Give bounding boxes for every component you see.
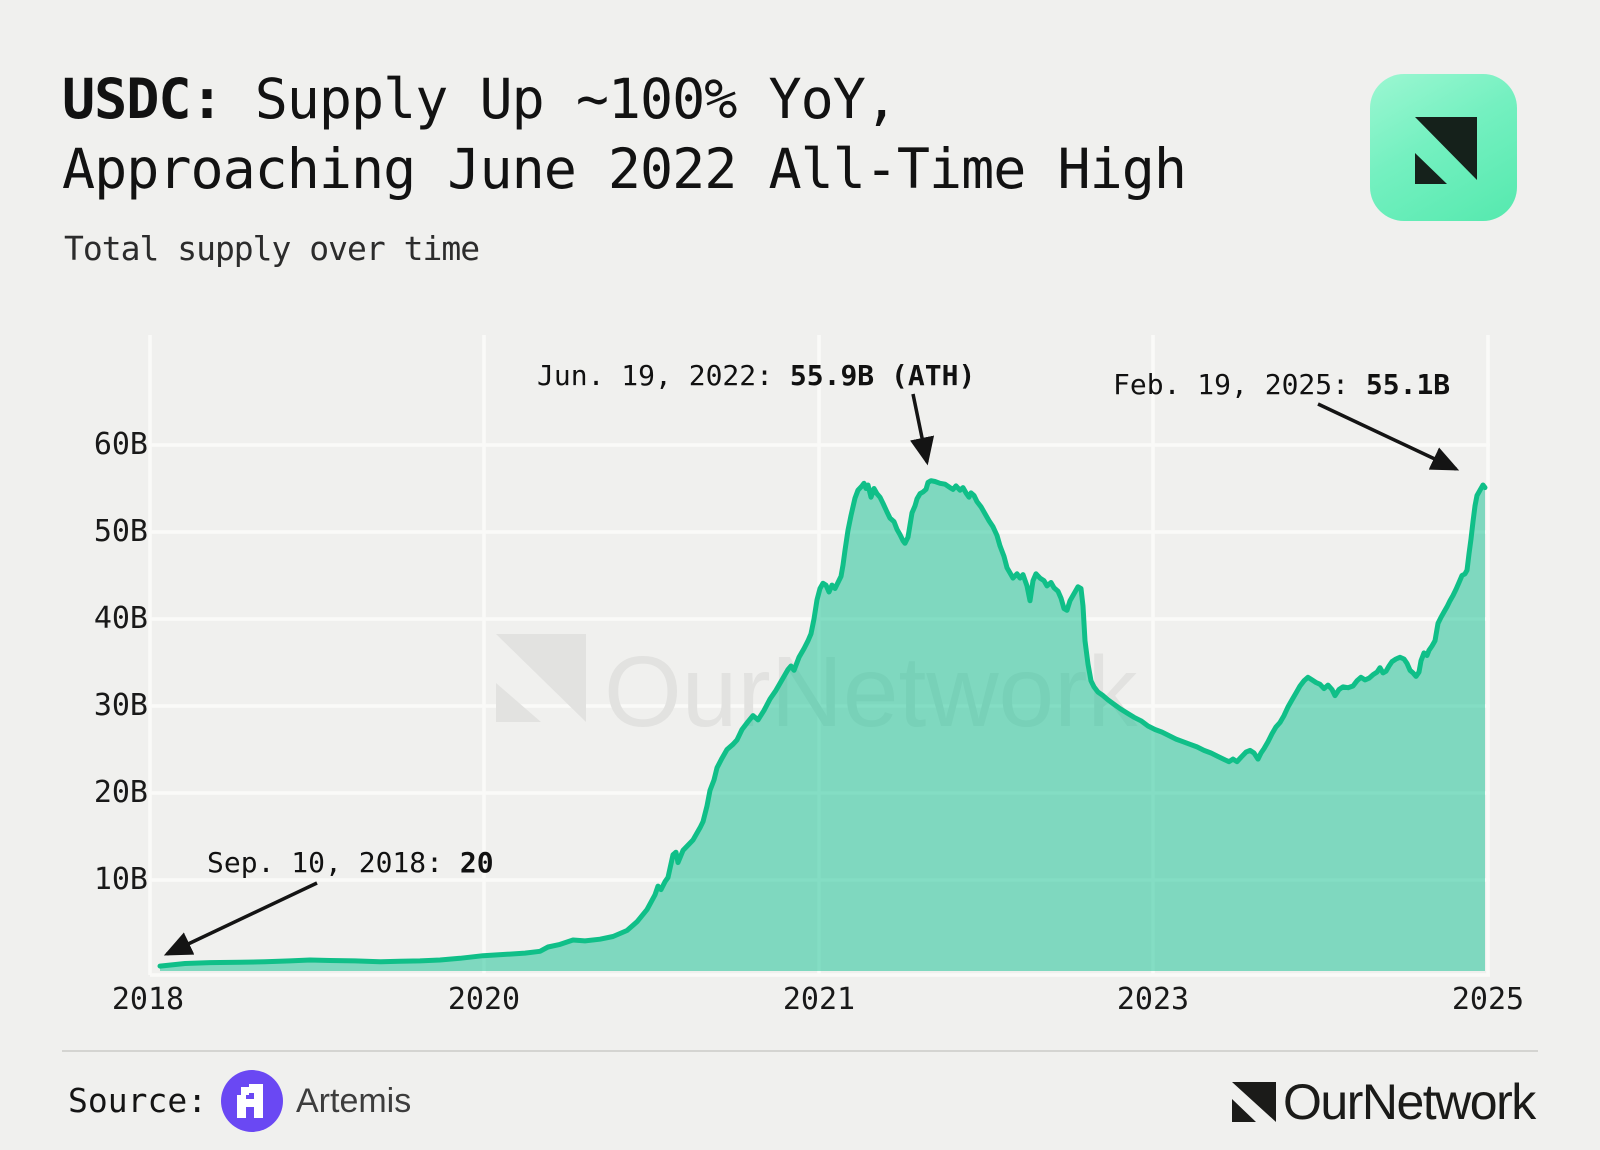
arrow-ath <box>910 393 935 466</box>
arrow-2018 <box>163 881 318 956</box>
artemis-logo <box>221 1070 283 1132</box>
y-tick-30b: 30B <box>93 688 148 723</box>
title-rest: Supply Up ~100% YoY, <box>222 67 898 131</box>
annotation-2018: Sep. 10, 2018: 20 <box>207 846 494 879</box>
chart-subtitle: Total supply over time <box>64 229 480 268</box>
arrow-2025 <box>1317 402 1460 471</box>
y-tick-60b: 60B <box>93 427 148 462</box>
source-name: Artemis <box>296 1082 412 1120</box>
x-tick-2025: 2025 <box>1451 982 1525 1017</box>
annotation-arrows <box>163 393 1460 956</box>
title-line-2: Approaching June 2022 All-Time High <box>62 137 1187 201</box>
source-label: Source: <box>68 1081 208 1120</box>
y-tick-50b: 50B <box>93 514 148 549</box>
x-tick-2018: 2018 <box>111 982 185 1017</box>
page-title: USDC: Supply Up ~100% YoY, Approaching J… <box>62 64 1362 204</box>
annotation-ath-value: 55.9B (ATH) <box>789 359 976 392</box>
annotation-2018-value: 20 <box>459 846 494 879</box>
watermark-n-icon <box>496 634 586 722</box>
y-tick-10b: 10B <box>93 862 148 897</box>
title-line-1: USDC: Supply Up ~100% YoY, <box>62 64 1362 134</box>
x-tick-2023: 2023 <box>1116 982 1190 1017</box>
annotation-ath: Jun. 19, 2022: 55.9B (ATH) <box>537 359 976 392</box>
watermark-n-icon <box>496 683 541 722</box>
annotation-2025-value: 55.1B <box>1365 368 1451 401</box>
footer-n-icon <box>1232 1082 1276 1122</box>
y-tick-20b: 20B <box>93 775 148 810</box>
footer-divider <box>62 1050 1538 1052</box>
footer-brand-wordmark: OurNetwork <box>1283 1074 1536 1130</box>
ournetwork-logo <box>1370 74 1517 221</box>
y-tick-40b: 40B <box>93 601 148 636</box>
title-asset: USDC: <box>62 67 224 131</box>
ournetwork-n-icon <box>1415 117 1477 184</box>
artemis-a-icon <box>221 1070 283 1132</box>
x-tick-2021: 2021 <box>782 982 856 1017</box>
supply-area-fill <box>160 480 1485 971</box>
supply-line <box>157 478 1488 969</box>
annotation-2025: Feb. 19, 2025: 55.1B <box>1113 368 1451 401</box>
x-tick-2020: 2020 <box>447 982 521 1017</box>
gridlines <box>148 335 1490 977</box>
